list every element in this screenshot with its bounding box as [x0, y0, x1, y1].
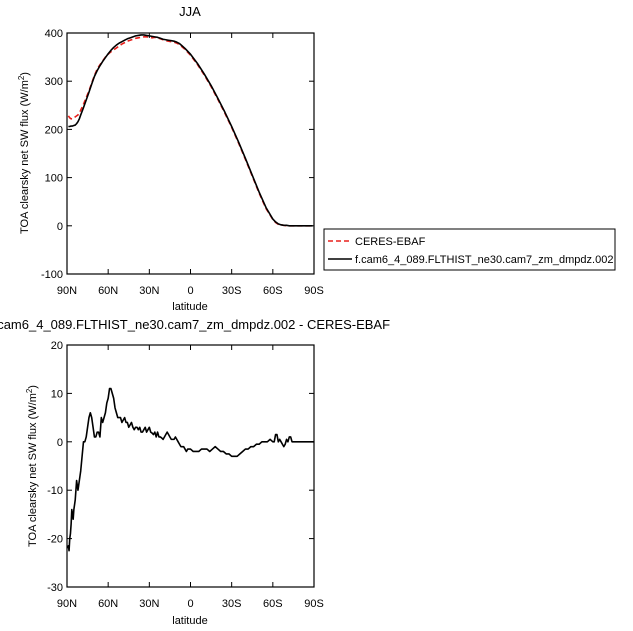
top-xtick-label-5: 60S [263, 285, 283, 297]
bottom-ytick-label-4: -20 [47, 534, 63, 546]
top-panel-ylabel-sup: 2 [17, 75, 26, 80]
top-ytick-label-2: 200 [45, 124, 63, 136]
top-ytick-label-0: 400 [45, 28, 63, 40]
top-panel: JJA 90N 60N 30N 0 30S 60S 90S 400 300 200 100 0 -100… [17, 4, 324, 313]
legend-box [323, 228, 616, 271]
bottom-xtick-label-3: 0 [187, 598, 193, 610]
bottom-panel-ylabel-main: TOA clearsky net SW flux (W/m [27, 393, 39, 547]
bottom-xtick-label-5: 60S [263, 598, 283, 610]
bottom-panel-frame [66, 344, 315, 588]
top-ytick-label-5: -100 [41, 269, 63, 281]
top-series-line-0 [67, 36, 313, 227]
bottom-panel-ylabel: TOA clearsky net SW flux (W/m2) [25, 385, 39, 547]
top-ytick-label-1: 300 [45, 76, 63, 88]
top-ytick-label-3: 100 [45, 173, 63, 185]
top-panel-title: JJA [179, 4, 201, 19]
bottom-ytick-label-3: -10 [47, 485, 63, 497]
top-panel-frame [66, 32, 315, 275]
top-panel-ylabel-main: TOA clearsky net SW flux (W/m [19, 80, 31, 234]
bottom-panel-xlabel: latitude [172, 615, 207, 627]
bottom-xtick-label-0: 90N [57, 598, 77, 610]
bottom-panel-ticks: 90N 60N 30N 0 30S 60S 90S 20 10 0 -10 -20 -30 [47, 340, 324, 610]
top-panel-xlabel: latitude [172, 301, 207, 313]
bottom-xtick-label-6: 90S [304, 598, 324, 610]
top-panel-series [67, 34, 313, 227]
bottom-xtick-label-1: 60N [98, 598, 118, 610]
top-panel-ylabel: TOA clearsky net SW flux (W/m2) [17, 72, 31, 234]
top-xtick-label-0: 90N [57, 285, 77, 297]
bottom-series-line-0 [66, 387, 314, 552]
legend-label-model: f.cam6_4_089.FLTHIST_ne30.cam7_zm_dmpdz.… [355, 254, 613, 266]
top-series-line-1 [68, 34, 313, 227]
top-xtick-label-3: 0 [187, 285, 193, 297]
bottom-ytick-label-5: -30 [47, 582, 63, 594]
legend: CERES-EBAF f.cam6_4_089.FLTHIST_ne30.cam… [323, 228, 616, 271]
bottom-panel-series [66, 387, 314, 552]
top-xtick-label-4: 30S [222, 285, 242, 297]
bottom-panel: f.cam6_4_089.FLTHIST_ne30.cam7_zm_dmpdz.… [0, 317, 390, 627]
top-panel-ticks: 90N 60N 30N 0 30S 60S 90S 400 300 200 100 0 -100 [41, 28, 324, 297]
top-xtick-label-1: 60N [98, 285, 118, 297]
top-ytick-label-4: 0 [57, 221, 63, 233]
top-xtick-label-6: 90S [304, 285, 324, 297]
bottom-ytick-label-1: 10 [51, 388, 63, 400]
top-panel-ylabel-tail: ) [19, 72, 31, 76]
bottom-panel-ylabel-sup: 2 [25, 388, 34, 393]
bottom-panel-ylabel-tail: ) [27, 385, 39, 389]
bottom-ytick-label-0: 20 [51, 340, 63, 352]
top-xtick-label-2: 30N [139, 285, 159, 297]
bottom-panel-title: f.cam6_4_089.FLTHIST_ne30.cam7_zm_dmpdz.… [0, 317, 390, 332]
bottom-ytick-label-2: 0 [57, 437, 63, 449]
bottom-xtick-label-2: 30N [139, 598, 159, 610]
legend-label-ceres: CERES-EBAF [355, 236, 426, 248]
bottom-xtick-label-4: 30S [222, 598, 242, 610]
